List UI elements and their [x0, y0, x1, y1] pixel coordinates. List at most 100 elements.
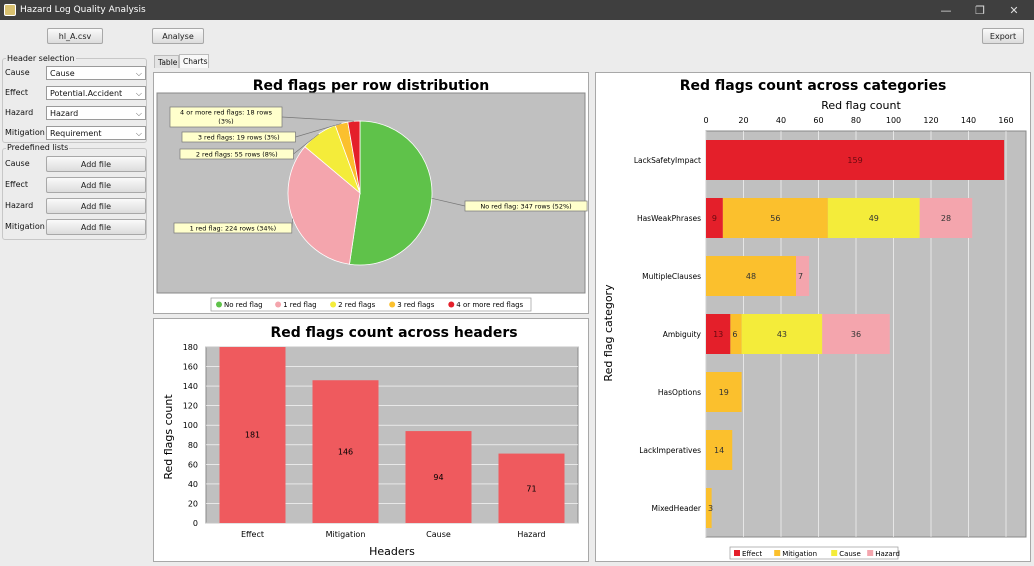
bar-value-label: 48	[746, 272, 756, 281]
bar-value-label: 13	[713, 330, 723, 339]
cause-label: Cause	[5, 68, 30, 77]
bar-effect	[219, 347, 286, 523]
legend-item-hazard: Hazard	[875, 550, 900, 558]
y-tick-label: HasWeakPhrases	[637, 214, 701, 223]
categories-chart-title: Red flags count across categories	[680, 78, 947, 94]
bar-cause	[405, 431, 472, 523]
legend-swatch-2-red-flags	[330, 301, 337, 308]
x-tick-label: Effect	[241, 530, 264, 539]
legend-swatch-effect	[734, 550, 740, 556]
hazard-list-label: Hazard	[5, 201, 34, 210]
chevron-down-icon: ⌵	[135, 69, 142, 78]
bar-segment-mitigation	[706, 430, 733, 470]
y-tick-label: 100	[183, 421, 198, 430]
x-tick-label: 140	[961, 116, 976, 125]
mitigation-select-value: Requirement	[50, 128, 102, 138]
pie-slice-label: 3 red flags: 19 rows (3%)	[198, 134, 280, 142]
x-tick-label: Mitigation	[326, 530, 366, 539]
effect-header-select[interactable]: Potential.Accident ⌵	[46, 86, 146, 100]
y-tick-label: 80	[188, 441, 198, 450]
analyse-button[interactable]: Analyse	[152, 28, 204, 44]
hazard-label: Hazard	[5, 108, 34, 117]
x-tick-label: 20	[738, 116, 748, 125]
legend-swatch-4-or-more-red-flags	[448, 301, 455, 308]
bar-segment-mitigation	[706, 256, 796, 296]
pie-slice-label: No red flag: 347 rows (52%)	[480, 203, 571, 211]
close-icon[interactable]: ✕	[1009, 3, 1019, 17]
bar-segment-effect	[706, 140, 1005, 180]
pie-slice-label: 1 red flag: 224 rows (34%)	[190, 225, 277, 233]
legend-item-no-red-flag: No red flag	[224, 301, 263, 309]
legend-swatch-mitigation	[774, 550, 781, 556]
legend-item-2-red-flags: 2 red flags	[338, 301, 376, 309]
y-tick-label: 0	[193, 519, 198, 528]
title-bar: Hazard Log Quality Analysis — ❐ ✕	[0, 0, 1034, 20]
y-tick-label: 120	[183, 402, 198, 411]
hazard-add-file-button[interactable]: Add file	[46, 198, 146, 214]
open-file-button[interactable]: hl_A.csv	[47, 28, 103, 44]
headers-chart-title: Red flags count across headers	[270, 325, 517, 341]
legend-swatch-hazard	[867, 550, 874, 556]
legend-swatch-no-red-flag	[216, 301, 222, 308]
categories-bar-chart: Red flags count across categories Red fl…	[602, 78, 1027, 560]
pie-slice-label: (3%)	[218, 118, 233, 126]
categories-x-axis-label: Red flag count	[821, 99, 901, 112]
bar-value-label: 94	[433, 473, 443, 482]
effect-label: Effect	[5, 88, 29, 97]
bar-value-label: 9	[712, 214, 717, 223]
tab-charts[interactable]: Charts	[179, 54, 209, 68]
y-tick-label: 160	[183, 363, 198, 372]
mitigation-header-select[interactable]: Requirement ⌵	[46, 126, 146, 140]
pie-label-leader	[295, 123, 342, 138]
mitigation-list-label: Mitigation	[5, 222, 45, 231]
minimize-icon[interactable]: —	[940, 3, 952, 17]
mitigation-label: Mitigation	[5, 128, 45, 137]
pie-chart-title: Red flags per row distribution	[253, 78, 489, 94]
export-button[interactable]: Export	[982, 28, 1024, 44]
y-tick-label: 20	[188, 499, 198, 508]
bar-value-label: 14	[714, 446, 724, 455]
y-tick-label: HasOptions	[658, 388, 701, 397]
pie-label-box	[181, 131, 296, 143]
categories-bar-chart-panel: Red flags count across categories Red fl…	[595, 72, 1031, 562]
y-tick-label: 180	[183, 343, 198, 352]
bar-value-label: 19	[719, 388, 729, 397]
bar-value-label: 36	[851, 330, 861, 339]
bar-value-label: 146	[338, 448, 353, 457]
y-tick-label: Ambiguity	[663, 330, 702, 339]
legend-swatch-1-red-flag	[275, 301, 282, 308]
cause-list-label: Cause	[5, 159, 30, 168]
mitigation-add-file-button[interactable]: Add file	[46, 219, 146, 235]
y-tick-label: MixedHeader	[652, 504, 702, 513]
chevron-down-icon: ⌵	[135, 129, 142, 138]
bar-value-label: 181	[245, 431, 260, 440]
app-icon	[4, 4, 16, 16]
cause-header-select[interactable]: Cause ⌵	[46, 66, 146, 80]
pie-chart-panel: Red flags per row distribution No red fl…	[153, 72, 589, 314]
pie-slice-no-red-flag	[349, 120, 433, 266]
header-selection-title: Header selection	[6, 54, 76, 63]
bar-segment-effect	[706, 314, 731, 354]
bar-value-label: 28	[941, 214, 951, 223]
cause-add-file-button[interactable]: Add file	[46, 156, 146, 172]
bar-value-label: 159	[847, 156, 862, 165]
effect-add-file-button[interactable]: Add file	[46, 177, 146, 193]
hazard-header-select[interactable]: Hazard ⌵	[46, 106, 146, 120]
predefined-lists-title: Predefined lists	[6, 143, 70, 152]
tab-table[interactable]: Table	[154, 55, 179, 68]
y-tick-label: 140	[183, 382, 198, 391]
window-title: Hazard Log Quality Analysis	[20, 5, 146, 15]
bar-segment-cause	[827, 198, 920, 238]
effect-select-value: Potential.Accident	[50, 88, 123, 98]
pie-label-box	[179, 148, 294, 160]
legend-item-effect: Effect	[742, 550, 762, 558]
legend-item-mitigation: Mitigation	[782, 550, 817, 558]
bar-segment-cause	[741, 314, 823, 354]
bar-segment-hazard	[919, 198, 973, 238]
headers-y-axis-label: Red flags count	[162, 394, 175, 480]
categories-y-axis-label: Red flag category	[602, 284, 615, 382]
pie-label-box	[173, 222, 293, 234]
maximize-icon[interactable]: ❐	[975, 3, 985, 17]
bar-value-label: 3	[708, 504, 713, 513]
y-tick-label: LackSafetyImpact	[634, 156, 701, 165]
